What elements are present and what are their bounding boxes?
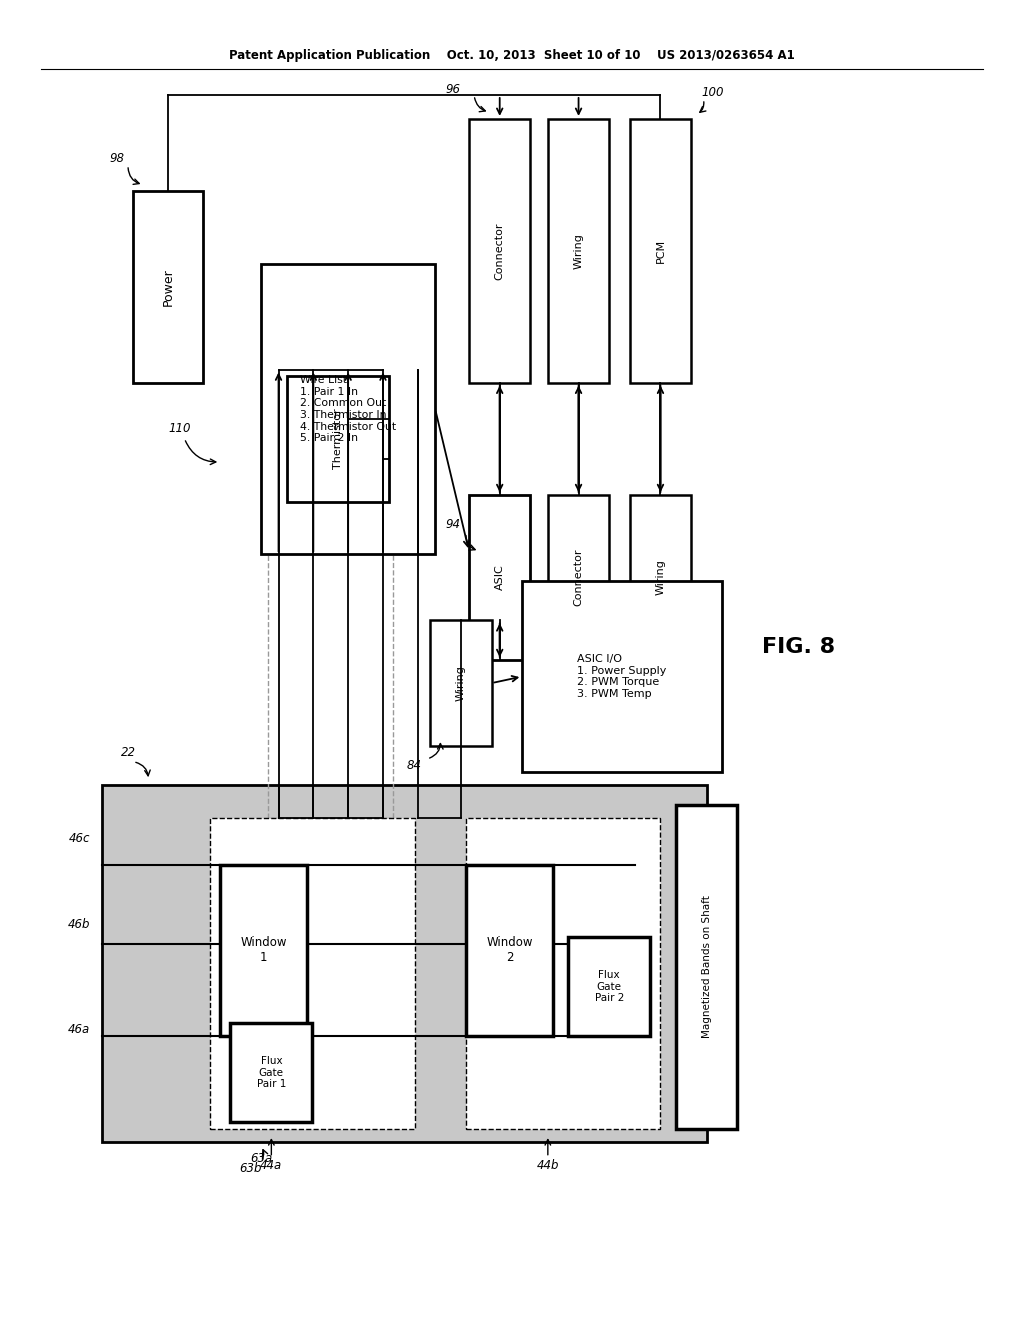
- Bar: [230, 1023, 312, 1122]
- Text: 63a: 63a: [250, 1152, 272, 1166]
- Text: 96: 96: [445, 83, 461, 96]
- Text: 63b: 63b: [240, 1162, 262, 1175]
- Text: Wire List
1. Pair 1 In
2. Common Out
3. Thermistor In
4. Thermistor Out
5. Pair : Wire List 1. Pair 1 In 2. Common Out 3. …: [300, 375, 396, 444]
- Bar: [466, 818, 660, 1129]
- Text: 100: 100: [701, 86, 724, 99]
- Text: ASIC: ASIC: [495, 565, 505, 590]
- Bar: [630, 495, 691, 660]
- Bar: [210, 818, 415, 1129]
- Text: Power: Power: [162, 268, 174, 306]
- Bar: [469, 119, 530, 383]
- Text: Flux
Gate
Pair 2: Flux Gate Pair 2: [595, 970, 624, 1003]
- Bar: [522, 581, 722, 772]
- Text: Flux
Gate
Pair 1: Flux Gate Pair 1: [257, 1056, 286, 1089]
- Text: 46a: 46a: [68, 1023, 90, 1036]
- Text: 46b: 46b: [68, 917, 90, 931]
- Text: PCM: PCM: [655, 239, 666, 263]
- Text: Connector: Connector: [573, 549, 584, 606]
- Text: 46c: 46c: [69, 832, 90, 845]
- Bar: [676, 805, 737, 1129]
- Bar: [430, 620, 492, 746]
- Bar: [466, 865, 553, 1036]
- Text: Thermistor: Thermistor: [333, 409, 343, 469]
- Bar: [548, 119, 609, 383]
- Text: 110: 110: [168, 422, 190, 436]
- Text: Window
1: Window 1: [241, 936, 287, 965]
- Text: 98: 98: [110, 152, 125, 165]
- Text: Wiring: Wiring: [573, 232, 584, 269]
- Text: 22: 22: [121, 746, 135, 759]
- Text: 84: 84: [407, 759, 422, 772]
- Text: Patent Application Publication    Oct. 10, 2013  Sheet 10 of 10    US 2013/02636: Patent Application Publication Oct. 10, …: [229, 49, 795, 62]
- Bar: [568, 937, 650, 1036]
- Bar: [261, 264, 435, 554]
- Text: ASIC I/O
1. Power Supply
2. PWM Torque
3. PWM Temp: ASIC I/O 1. Power Supply 2. PWM Torque 3…: [578, 655, 667, 698]
- Text: 44b: 44b: [537, 1159, 559, 1172]
- Bar: [287, 376, 389, 502]
- Bar: [133, 191, 203, 383]
- Bar: [268, 370, 393, 818]
- Text: 94: 94: [445, 519, 461, 531]
- Bar: [630, 119, 691, 383]
- Bar: [220, 865, 307, 1036]
- Text: Wiring: Wiring: [456, 665, 466, 701]
- Text: 44a: 44a: [260, 1159, 283, 1172]
- Text: Magnetized Bands on Shaft: Magnetized Bands on Shaft: [701, 895, 712, 1039]
- Bar: [548, 495, 609, 660]
- Text: FIG. 8: FIG. 8: [762, 636, 836, 657]
- Text: Wiring: Wiring: [655, 560, 666, 595]
- Bar: [469, 495, 530, 660]
- Text: Window
2: Window 2: [486, 936, 532, 965]
- Bar: [102, 785, 707, 1142]
- Text: Connector: Connector: [495, 222, 505, 280]
